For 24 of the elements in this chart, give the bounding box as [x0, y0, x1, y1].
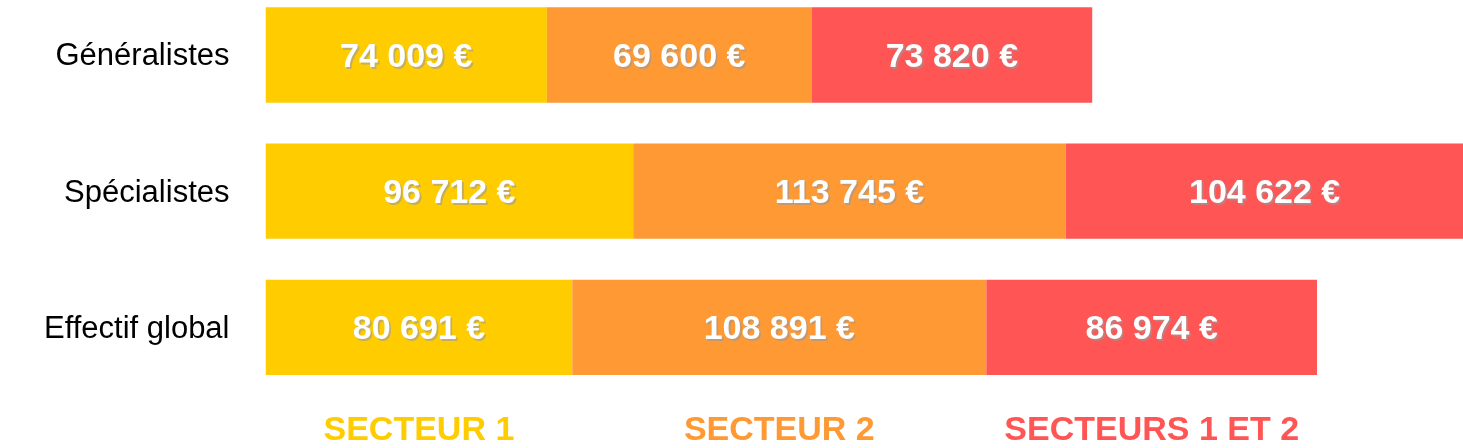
y-tick-label: Généralistes	[55, 37, 230, 73]
bar	[633, 143, 1066, 239]
data-label: 108 891 €	[703, 308, 856, 347]
data-label: 69 600 €	[614, 38, 748, 77]
data-label: 104 622 €	[1190, 174, 1343, 213]
data-label: 113 745 €	[776, 174, 927, 213]
bar	[546, 7, 812, 103]
bar	[1065, 143, 1463, 239]
y-tick-label: Effectif global	[43, 309, 230, 345]
data-label: 86 974 €	[1085, 308, 1218, 347]
bar	[265, 279, 573, 375]
data-label: 80 691 €	[352, 308, 486, 347]
data-label: 73 820 €	[887, 38, 1020, 77]
bar	[265, 143, 634, 239]
bar	[572, 279, 987, 375]
data-label: 96 712 €	[384, 174, 518, 213]
series-label: SECTEURS 1 ET 2	[1004, 409, 1300, 448]
data-label: 74 009 €	[341, 38, 475, 77]
bar	[811, 7, 1093, 103]
bar	[986, 279, 1318, 375]
series-label: SECTEUR 1	[323, 409, 515, 448]
series-label: SECTEUR 2	[683, 409, 875, 448]
y-tick-label: Spécialistes	[64, 173, 230, 209]
bar	[265, 7, 547, 103]
